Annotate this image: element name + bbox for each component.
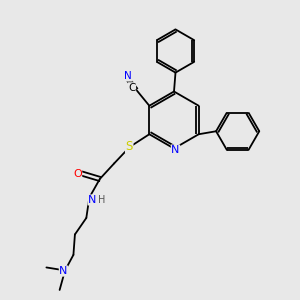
Text: N: N — [171, 145, 180, 155]
Text: C: C — [128, 83, 136, 93]
Text: N: N — [59, 266, 68, 276]
Text: O: O — [73, 169, 82, 178]
Text: N: N — [88, 195, 97, 205]
Text: H: H — [98, 195, 106, 205]
Text: S: S — [125, 140, 133, 153]
Text: N: N — [124, 71, 132, 81]
